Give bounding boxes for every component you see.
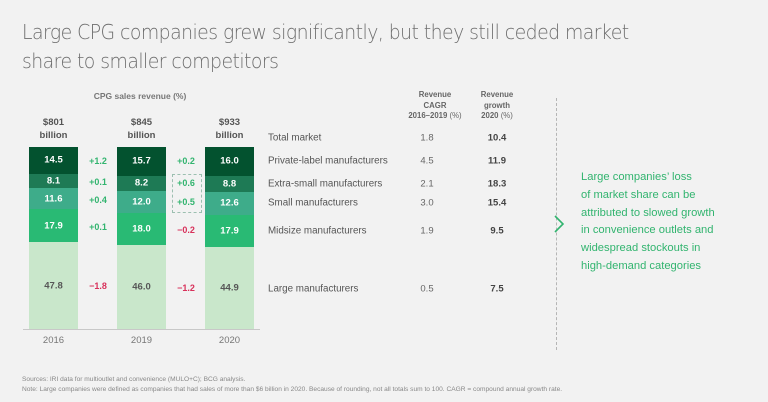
row-growth: 15.4 — [487, 197, 507, 209]
footer-note: Note: Large companies were defined as co… — [22, 385, 563, 393]
row-label: Total market — [268, 132, 322, 144]
cagr-header-line-1: Revenue — [418, 90, 452, 99]
bar-value-label: 14.5 — [44, 154, 63, 166]
change-label: −1.8 — [89, 281, 107, 292]
bar-value-label: 46.0 — [132, 281, 151, 293]
change-label: −1.2 — [177, 282, 195, 293]
bar-segment — [205, 214, 254, 248]
footer: Sources: IRI data for multioutlet and co… — [22, 375, 562, 394]
x-axis-line — [23, 329, 260, 331]
footer-sources: Sources: IRI data for multioutlet and co… — [22, 376, 246, 383]
row-growth: 18.3 — [487, 178, 507, 190]
bar-value-label: 8.2 — [134, 177, 149, 189]
bar-value-label: 44.9 — [220, 282, 239, 294]
growth-header-year: 2020 — [481, 111, 499, 120]
x-tick-label: 2019 — [130, 335, 153, 346]
chart-title: CPG sales revenue (%) — [93, 91, 187, 101]
bar-value-label: 17.9 — [44, 220, 63, 232]
bar-value-label: 8.1 — [46, 175, 61, 187]
callout-line: attributed to slowed growth — [581, 206, 715, 219]
growth-column-header: Revenue growth 2020 (%) — [462, 90, 532, 122]
bar-segment — [117, 190, 166, 213]
row-cagr: 2.1 — [420, 178, 434, 190]
growth-header-unit: (%) — [500, 111, 513, 120]
bar-value-label: 16.0 — [220, 155, 239, 167]
row-growth: 10.4 — [487, 132, 507, 144]
bar-total-unit: billion — [215, 129, 244, 141]
bar-total-amount: $933 — [218, 116, 241, 128]
change-label: +0.1 — [89, 222, 107, 233]
row-cagr: 1.9 — [420, 225, 434, 237]
cagr-column-header: Revenue CAGR 2016–2019 (%) — [400, 90, 470, 122]
bar-segment — [205, 146, 254, 176]
bar-value-label: 12.6 — [220, 197, 239, 209]
x-tick-label: 2020 — [218, 335, 241, 346]
growth-header-line-1: Revenue — [480, 90, 514, 99]
bar-total-amount: $801 — [42, 117, 65, 129]
bar-segment — [29, 242, 78, 329]
callout-line: in convenience outlets and — [581, 224, 714, 237]
bar-total-label: $933 billion — [200, 116, 260, 142]
bar-segment — [29, 209, 78, 242]
bar-segment — [117, 147, 166, 176]
bar-value-label: 47.8 — [44, 280, 63, 291]
row-label: Extra-small manufacturers — [268, 178, 383, 190]
cagr-header-line-2: CAGR — [423, 100, 447, 110]
bar-segment — [205, 191, 254, 215]
cagr-header-unit: (%) — [449, 111, 462, 120]
callout-line: widespread stockouts in — [581, 242, 701, 255]
row-cagr: 4.5 — [420, 155, 434, 167]
row-label: Large manufacturers — [268, 283, 359, 295]
growth-header-line-3: 2020 (%) — [462, 111, 532, 122]
change-label: +0.2 — [177, 156, 195, 167]
change-label: +0.4 — [89, 195, 107, 206]
bar-segment — [205, 247, 254, 329]
change-label: +0.1 — [89, 177, 107, 188]
cagr-header-period: 2016–2019 — [408, 111, 448, 120]
dashed-divider — [556, 98, 557, 350]
bar-segment — [117, 212, 166, 246]
bar-segment — [29, 147, 78, 174]
bar-segment — [29, 188, 78, 210]
chevron-right-icon — [554, 215, 565, 233]
bar-value-label: 17.9 — [220, 225, 239, 237]
change-label: +0.5 — [177, 197, 195, 208]
bar-value-label: 12.0 — [132, 196, 151, 208]
cagr-header-line-3: 2016–2019 (%) — [400, 111, 470, 122]
row-cagr: 0.5 — [420, 283, 434, 295]
bar-segment — [117, 175, 166, 191]
highlight-box — [172, 174, 202, 213]
page-title: Large CPG companies grew significantly, … — [22, 20, 629, 73]
bar-segment — [205, 175, 254, 192]
callout-line: of market share can be — [581, 188, 696, 201]
bar-total-amount: $845 — [130, 117, 153, 129]
bar-value-label: 15.7 — [132, 155, 151, 167]
bar-segment — [117, 245, 166, 329]
row-cagr: 1.8 — [420, 132, 434, 144]
callout-line: high-demand categories — [581, 259, 702, 272]
row-growth: 11.9 — [488, 155, 506, 167]
change-label: +1.2 — [89, 155, 107, 166]
row-growth: 7.5 — [490, 283, 504, 295]
row-label: Private-label manufacturers — [268, 155, 388, 167]
callout-line: Large companies’ loss — [581, 171, 692, 183]
bar-total-unit: billion — [39, 130, 68, 142]
row-label: Midsize manufacturers — [268, 225, 367, 237]
bar-value-label: 11.6 — [44, 193, 63, 205]
growth-header-line-2: growth — [484, 100, 510, 110]
bar-value-label: 8.8 — [222, 178, 237, 190]
callout-text: Large companies’ loss of market share ca… — [581, 169, 761, 276]
bar-total-label: $845 billion — [112, 116, 172, 142]
change-label: −0.2 — [177, 224, 195, 235]
change-label: +0.6 — [177, 178, 195, 189]
bar-total-label: $801 billion — [24, 116, 84, 142]
bar-value-label: 18.0 — [132, 223, 151, 235]
bar-total-unit: billion — [127, 130, 156, 142]
row-cagr: 3.0 — [420, 197, 434, 209]
row-label: Small manufacturers — [268, 197, 358, 209]
bar-segment — [29, 173, 78, 189]
x-tick-label: 2016 — [42, 335, 65, 346]
row-growth: 9.5 — [490, 225, 504, 237]
